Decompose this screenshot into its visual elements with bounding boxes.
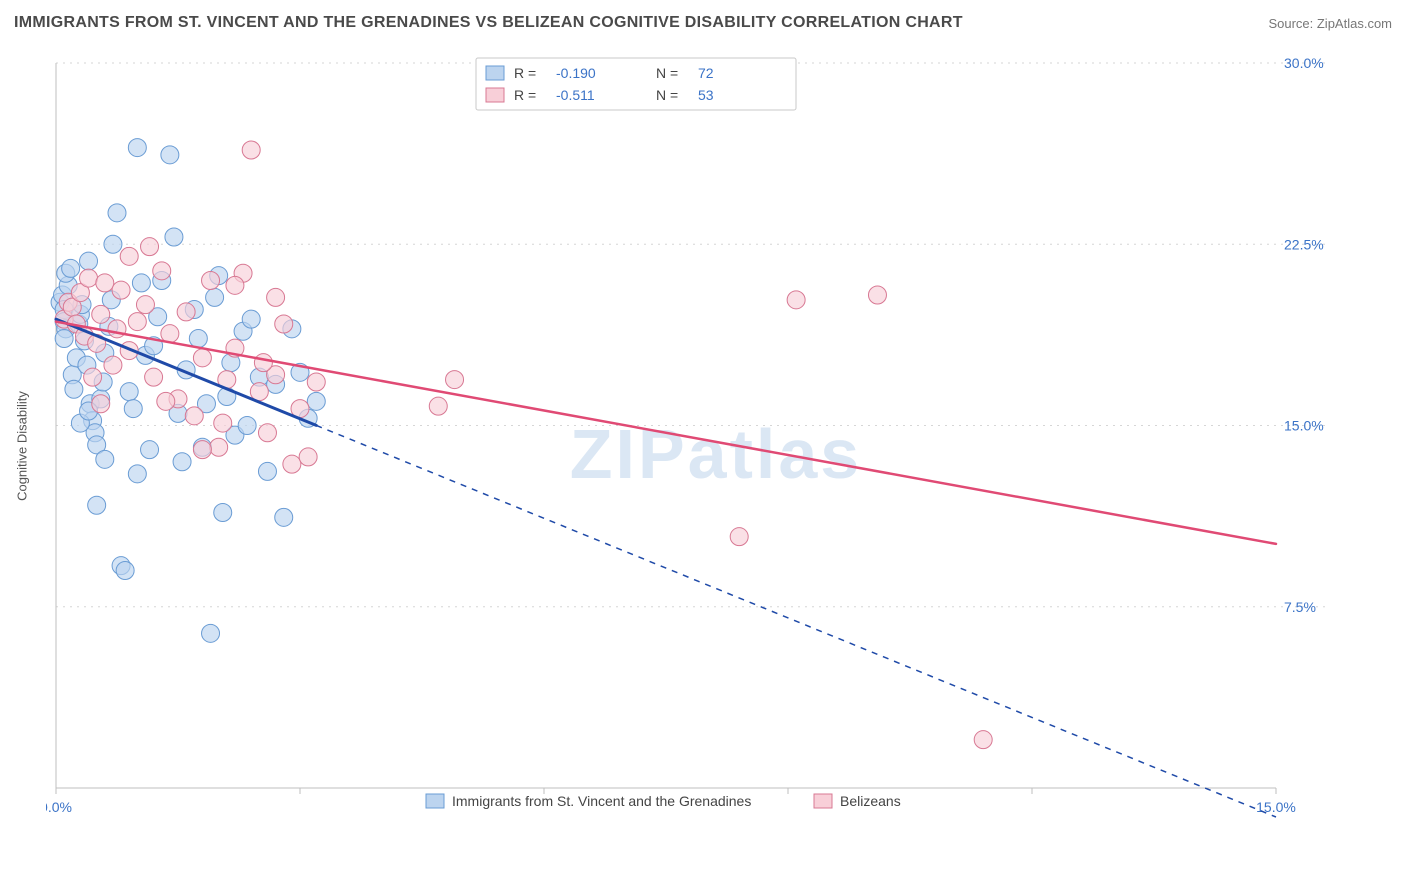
y-axis-label: Cognitive Disability [15, 391, 30, 501]
data-point [267, 288, 285, 306]
data-point [80, 252, 98, 270]
legend-swatch [486, 66, 504, 80]
data-point [120, 247, 138, 265]
y-tick-label: 7.5% [1284, 599, 1316, 615]
legend-series-label: Immigrants from St. Vincent and the Gren… [452, 793, 751, 809]
data-point [193, 441, 211, 459]
data-point [80, 269, 98, 287]
data-point [128, 465, 146, 483]
data-point [84, 368, 102, 386]
data-point [258, 462, 276, 480]
legend-swatch [814, 794, 832, 808]
correlation-chart: 7.5% 15.0% 22.5% 30.0% 0.0% 15.0% ZIPatlas R … [46, 48, 1386, 838]
data-point [145, 368, 163, 386]
data-point [55, 330, 73, 348]
data-point [128, 313, 146, 331]
data-point [141, 238, 159, 256]
data-point [258, 424, 276, 442]
legend-r-label: R = [514, 65, 536, 81]
data-point [173, 453, 191, 471]
data-point [124, 400, 142, 418]
data-point [210, 438, 228, 456]
data-point [868, 286, 886, 304]
data-point [96, 450, 114, 468]
data-point [254, 354, 272, 372]
data-point [120, 383, 138, 401]
legend-r-label: R = [514, 87, 536, 103]
legend-swatch [426, 794, 444, 808]
y-tick-label: 15.0% [1284, 418, 1324, 434]
y-tick-label: 22.5% [1284, 236, 1324, 252]
data-point [153, 262, 171, 280]
data-point [65, 380, 83, 398]
legend-r-value: -0.511 [556, 87, 595, 103]
x-tick-label: 15.0% [1256, 799, 1296, 815]
data-point [242, 141, 260, 159]
correlation-legend: R = -0.190 N = 72 R = -0.511 N = 53 [476, 58, 796, 110]
data-point [104, 356, 122, 374]
data-point [104, 235, 122, 253]
data-point [92, 395, 110, 413]
source-attribution: Source: ZipAtlas.com [1268, 16, 1392, 31]
y-tick-label: 30.0% [1284, 55, 1324, 71]
data-point [165, 228, 183, 246]
data-point [88, 496, 106, 514]
data-point [275, 508, 293, 526]
data-point [193, 349, 211, 367]
chart-title: IMMIGRANTS FROM ST. VINCENT AND THE GREN… [14, 14, 963, 32]
legend-n-label: N = [656, 87, 678, 103]
data-point [242, 310, 260, 328]
data-point [185, 407, 203, 425]
legend-n-value: 72 [698, 65, 714, 81]
data-point [307, 392, 325, 410]
data-point [226, 276, 244, 294]
legend-swatch [486, 88, 504, 102]
data-point [108, 320, 126, 338]
legend-series-label: Belizeans [840, 793, 901, 809]
data-point [202, 272, 220, 290]
data-point [214, 414, 232, 432]
data-point [157, 392, 175, 410]
data-point [787, 291, 805, 309]
watermark-text: ZIPatlas [570, 415, 862, 493]
data-point [116, 562, 134, 580]
legend-n-value: 53 [698, 87, 714, 103]
data-point [275, 315, 293, 333]
data-point [132, 274, 150, 292]
data-point [299, 448, 317, 466]
series-legend: Immigrants from St. Vincent and the Gren… [426, 793, 901, 809]
data-point [429, 397, 447, 415]
data-point [62, 259, 80, 277]
data-point [206, 288, 224, 306]
legend-n-label: N = [656, 65, 678, 81]
data-point [283, 455, 301, 473]
data-point [136, 296, 154, 314]
x-tick-label: 0.0% [46, 799, 72, 815]
data-point [177, 303, 195, 321]
data-point [189, 330, 207, 348]
data-point [128, 139, 146, 157]
data-point [202, 624, 220, 642]
data-point [730, 528, 748, 546]
data-point [96, 274, 114, 292]
data-point [307, 373, 325, 391]
legend-r-value: -0.190 [556, 65, 596, 81]
data-point [446, 371, 464, 389]
data-point [238, 417, 256, 435]
data-point [214, 504, 232, 522]
data-point [974, 731, 992, 749]
data-point [161, 146, 179, 164]
data-point [92, 305, 110, 323]
data-point [112, 281, 130, 299]
data-point [108, 204, 126, 222]
data-point [141, 441, 159, 459]
